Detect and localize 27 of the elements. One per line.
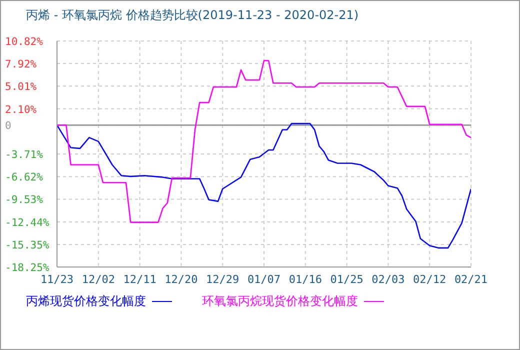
legend-label: 丙烯现货价格变化幅度	[26, 293, 147, 310]
x-tick-label: 01/16	[288, 272, 322, 286]
x-tick-label: 11/23	[40, 272, 74, 286]
x-tick-label: 01/25	[330, 272, 364, 286]
line-series	[57, 122, 471, 249]
x-tick-label: 02/12	[413, 272, 446, 286]
y-tick-label: -6.62%	[5, 172, 44, 184]
chart-title: 丙烯 - 环氧氯丙烷 价格趋势比较(2019-11-23 - 2020-02-21)	[25, 7, 360, 24]
y-tick-label: -3.71%	[5, 148, 44, 161]
y-tick-label: -9.53%	[5, 194, 44, 206]
x-tick-label: 12/02	[82, 272, 115, 286]
line-series	[57, 60, 471, 223]
y-tick-label: -12.44%	[5, 216, 50, 229]
y-tick-label: -15.35%	[5, 239, 50, 252]
legend-label: 环氧氯丙烷现货价格变化幅度	[202, 293, 359, 310]
x-tick-label: 12/11	[123, 272, 156, 286]
y-tick-label: -18.25%	[5, 262, 50, 274]
y-tick-label: 10.82%	[5, 36, 44, 48]
y-tick-label: 0	[5, 120, 12, 132]
x-tick-label: 01/07	[247, 272, 281, 286]
x-tick-label: 02/03	[372, 272, 405, 286]
x-tick-label: 12/29	[206, 272, 240, 286]
y-tick-label: 5.01%	[5, 81, 38, 94]
x-tick-label: 02/21	[454, 272, 488, 286]
y-tick-label: 7.92%	[5, 58, 38, 71]
y-tick-label: 2.10%	[5, 104, 38, 116]
x-tick-label: 12/20	[164, 272, 198, 286]
